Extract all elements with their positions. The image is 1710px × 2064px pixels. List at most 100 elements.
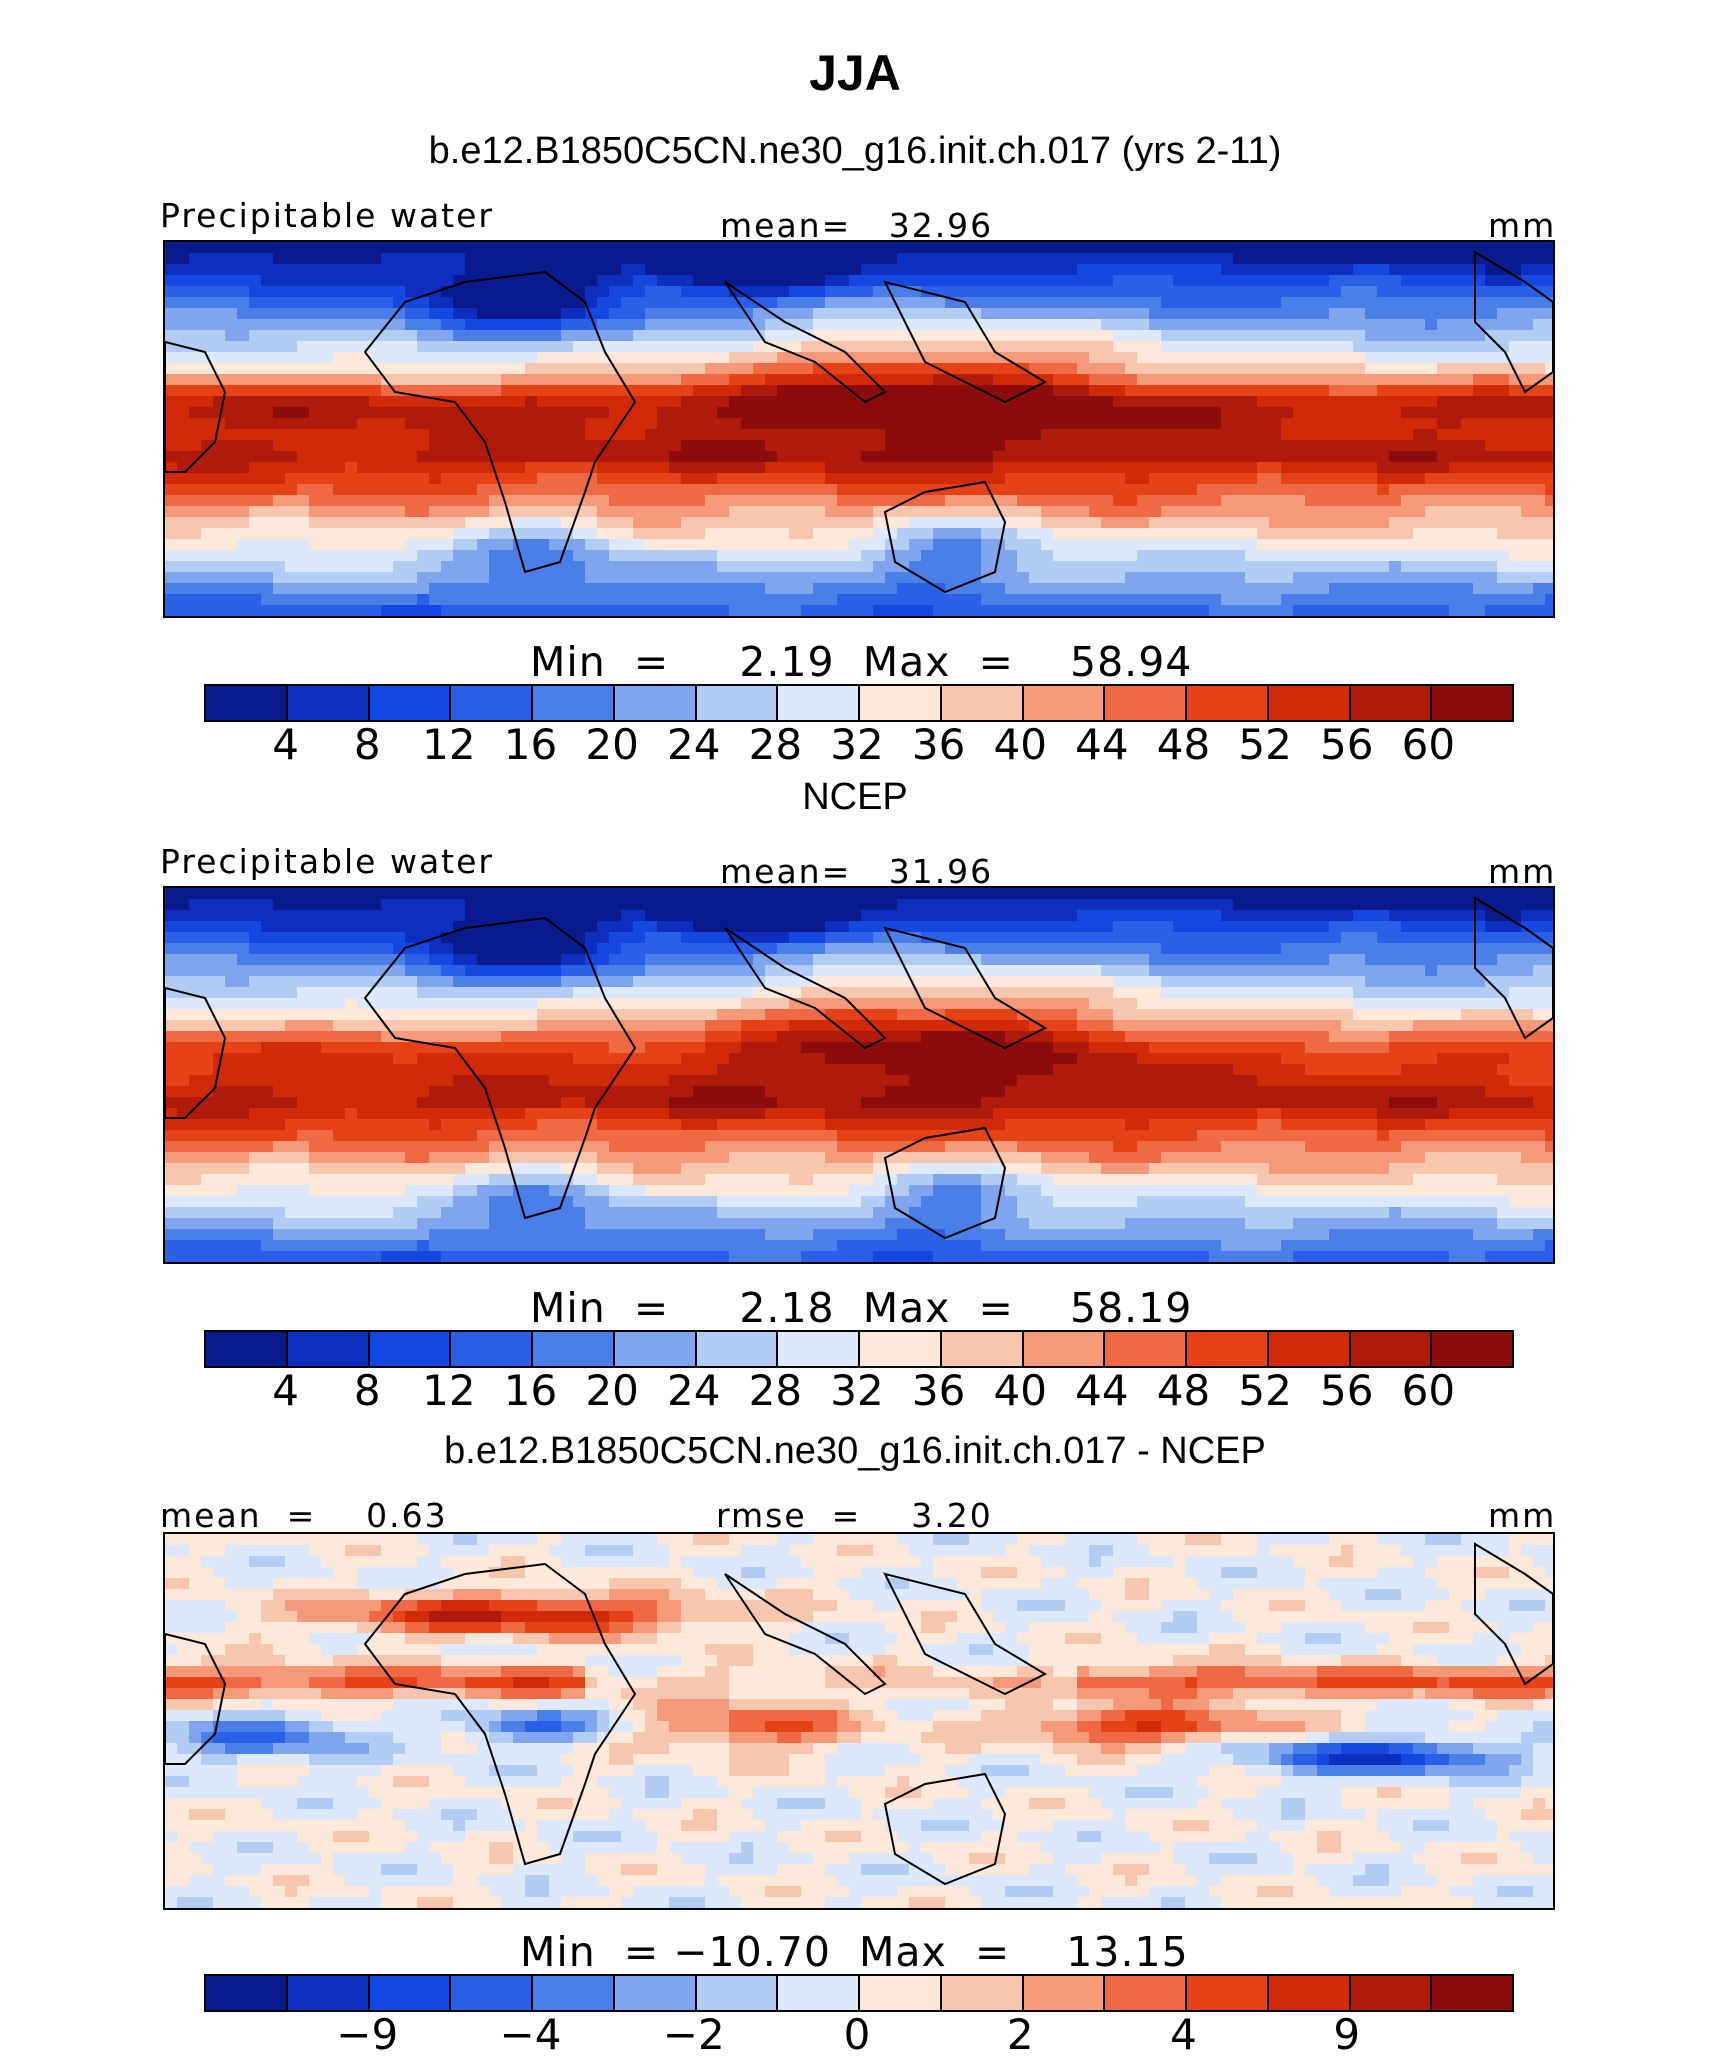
field-cell: [597, 407, 610, 419]
field-cell: [465, 297, 478, 309]
field-cell: [177, 943, 190, 955]
field-cell: [633, 605, 646, 616]
field-cell: [501, 297, 514, 309]
field-cell: [393, 264, 406, 276]
field-cell: [1389, 550, 1402, 562]
field-cell: [285, 462, 298, 474]
field-cell: [1281, 297, 1294, 309]
field-cell: [1005, 594, 1018, 606]
field-cell: [477, 451, 490, 463]
field-cell: [1041, 572, 1054, 584]
field-cell: [1497, 385, 1510, 397]
field-cell: [1293, 888, 1306, 900]
field-cell: [1353, 605, 1366, 616]
field-cell: [753, 539, 766, 551]
field-cell: [1029, 517, 1042, 529]
field-cell: [405, 506, 418, 518]
field-cell: [1485, 594, 1498, 606]
field-cell: [249, 921, 262, 933]
field-cell: [249, 418, 262, 430]
field-cell: [789, 561, 802, 573]
field-cell: [1185, 264, 1198, 276]
field-cell: [381, 484, 394, 496]
field-cell: [369, 550, 382, 562]
field-cell: [285, 594, 298, 606]
field-cell: [909, 965, 922, 977]
field-cell: [1437, 264, 1450, 276]
field-cell: [1341, 253, 1354, 265]
field-cell: [705, 341, 718, 353]
field-cell: [897, 286, 910, 298]
field-cell: [1209, 418, 1222, 430]
field-cell: [1305, 605, 1318, 616]
field-cell: [285, 308, 298, 320]
field-cell: [777, 954, 790, 966]
field-cell: [1317, 506, 1330, 518]
field-cell: [537, 330, 550, 342]
field-cell: [477, 286, 490, 298]
field-cell: [1197, 495, 1210, 507]
field-cell: [513, 954, 526, 966]
field-cell: [645, 341, 658, 353]
field-cell: [1005, 921, 1018, 933]
field-cell: [177, 921, 190, 933]
field-cell: [369, 242, 382, 254]
field-cell: [609, 297, 622, 309]
field-cell: [273, 374, 286, 386]
field-cell: [597, 374, 610, 386]
field-cell: [1185, 550, 1198, 562]
field-cell: [1281, 407, 1294, 419]
field-cell: [1485, 965, 1498, 977]
field-cell: [1281, 330, 1294, 342]
field-cell: [381, 407, 394, 419]
field-cell: [909, 976, 922, 988]
field-cell: [1377, 286, 1390, 298]
field-cell: [573, 594, 586, 606]
colorbar-swatch: [369, 686, 452, 720]
field-cell: [849, 976, 862, 988]
field-cell: [1173, 605, 1186, 616]
field-cell: [1533, 506, 1546, 518]
field-cell: [1329, 550, 1342, 562]
field-cell: [933, 253, 946, 265]
field-cell: [213, 976, 226, 988]
field-cell: [369, 965, 382, 977]
field-cell: [585, 385, 598, 397]
field-cell: [1509, 943, 1522, 955]
field-cell: [165, 605, 178, 616]
field-cell: [309, 462, 322, 474]
field-cell: [705, 561, 718, 573]
field-cell: [249, 242, 262, 254]
field-cell: [1329, 275, 1342, 287]
field-cell: [453, 451, 466, 463]
field-cell: [441, 319, 454, 331]
field-cell: [213, 954, 226, 966]
field-cell: [1449, 605, 1462, 616]
field-cell: [345, 550, 358, 562]
field-cell: [1413, 275, 1426, 287]
field-cell: [345, 473, 358, 485]
field-cell: [705, 506, 718, 518]
field-cell: [1125, 242, 1138, 254]
field-cell: [945, 253, 958, 265]
field-cell: [981, 429, 994, 441]
field-cell: [501, 539, 514, 551]
field-cell: [1437, 550, 1450, 562]
field-cell: [1425, 550, 1438, 562]
field-cell: [321, 517, 334, 529]
field-cell: [537, 550, 550, 562]
field-cell: [1341, 462, 1354, 474]
field-cell: [585, 407, 598, 419]
field-cell: [1065, 462, 1078, 474]
field-cell: [1389, 385, 1402, 397]
field-cell: [813, 396, 826, 408]
field-cell: [1125, 965, 1138, 977]
field-cell: [1341, 495, 1354, 507]
field-cell: [657, 374, 670, 386]
field-cell: [309, 594, 322, 606]
field-cell: [201, 921, 214, 933]
field-cell: [873, 965, 886, 977]
field-cell: [453, 932, 466, 944]
field-cell: [525, 286, 538, 298]
field-cell: [1101, 910, 1114, 922]
